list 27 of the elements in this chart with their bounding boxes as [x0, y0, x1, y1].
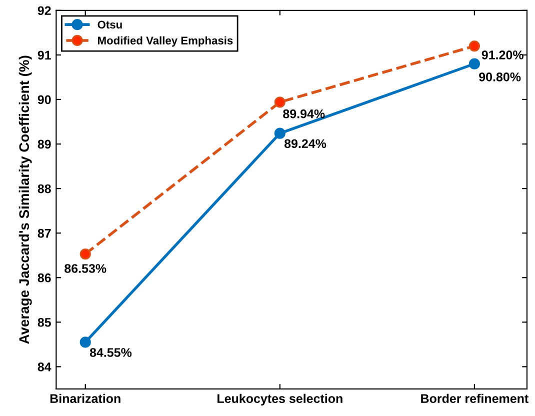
x-tick-label: Binarization — [50, 394, 120, 404]
data-label: 90.80% — [479, 72, 521, 82]
point — [274, 128, 286, 139]
y-tick-label: 88 — [38, 184, 51, 194]
y-tick-label: 86 — [38, 273, 51, 282]
y-tick-label: 84 — [38, 362, 52, 372]
y-tick-label: 91 — [38, 50, 51, 60]
y-tick-label: 92 — [38, 6, 51, 16]
x-tick-label: Border refinement — [421, 394, 528, 404]
data-label: 91.20% — [482, 50, 524, 60]
data-label: 89.94% — [283, 109, 325, 118]
point — [468, 58, 480, 70]
y-axis-title: Average Jaccard's Similarity Coefficient (%) — [18, 56, 32, 344]
y-tick-label: 90 — [38, 95, 51, 104]
y-tick-label: 87 — [38, 228, 51, 238]
point — [80, 248, 91, 260]
y-tick-label: 89 — [38, 140, 51, 149]
data-label: 86.53% — [64, 264, 106, 273]
data-label: 89.24% — [284, 139, 326, 148]
point — [80, 336, 91, 348]
data-label: 84.55% — [90, 348, 132, 357]
point — [468, 40, 480, 52]
legend-label: Modified Valley Emphasis — [98, 36, 233, 47]
x-tick-label: Leukocytes selection — [218, 394, 342, 406]
legend-label: Otsu — [98, 20, 122, 29]
point — [274, 96, 286, 108]
y-tick-label: 85 — [38, 318, 51, 327]
